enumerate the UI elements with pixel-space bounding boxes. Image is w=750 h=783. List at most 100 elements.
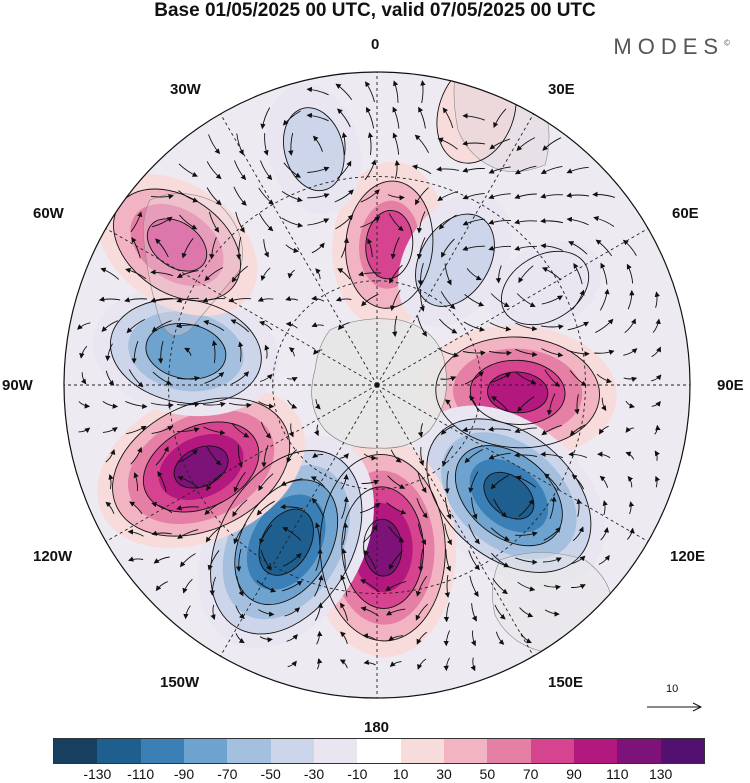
wind-arrow [124,297,148,303]
wind-arrow [341,548,347,572]
contour-line [365,210,414,280]
wind-arrow [105,370,115,386]
wind-arrow [546,393,556,416]
wind-arrow [470,657,476,672]
wind-arrow [367,132,374,156]
wind-arrow [228,402,252,408]
wind-arrow [572,289,585,310]
wind-arrow [385,581,407,592]
wind-arrow [566,216,589,226]
wind-arrow [623,348,638,356]
wind-arrow [256,580,277,593]
wind-arrow [517,396,535,413]
wind-arrow [489,138,511,150]
wind-arrow [625,400,635,409]
wind-arrow [468,550,480,571]
wind-arrow [306,112,329,122]
wind-arrow [514,427,537,433]
wind-arrow [443,630,451,647]
anomaly-shade [424,224,486,297]
wind-arrow [387,194,405,201]
wind-arrow [127,529,144,537]
wind-arrow [307,193,330,199]
colorbar-tick: 10 [392,766,409,782]
wind-arrow [316,658,323,670]
wind-arrow [440,291,456,310]
wind-arrow [151,530,172,536]
colorbar-cell [270,739,314,763]
wind-arrow [462,245,485,251]
wind-arrow [335,214,354,230]
wind-arrow [540,218,564,224]
wind-arrow [211,340,218,364]
wind-arrow [444,470,450,494]
wind-arrow [307,166,330,173]
wind-arrow [315,548,323,571]
wind-arrow [542,557,562,563]
wind-arrow [310,476,325,488]
wind-arrow [364,81,375,103]
wind-arrow [341,473,349,490]
wind-arrow [98,296,121,302]
wind-arrow [541,424,563,436]
wind-arrow [151,320,172,332]
wind-arrow [202,297,225,303]
wind-arrow [263,133,269,156]
wind-arrow [388,525,405,543]
colorbar-cell [97,739,141,763]
wind-arrow [488,219,511,225]
wind-arrow [464,371,484,385]
wind-arrow [515,348,538,358]
wind-arrow [464,294,485,307]
wind-arrow [341,496,349,519]
wind-arrow [306,86,329,96]
wind-arrow [541,267,562,281]
wind-arrow [568,451,588,459]
colorbar-tick: 50 [479,766,496,782]
wind-arrow [540,324,564,330]
wind-arrow [599,475,609,488]
wind-arrow [566,349,590,357]
wind-arrow [260,107,271,130]
wind-arrow [176,270,199,278]
wind-arrow [394,160,401,180]
wind-arrow [444,574,450,598]
wind-arrow [442,107,454,129]
wind-arrow [415,575,428,597]
wind-arrow [572,526,584,542]
colorbar-tick: -30 [303,766,325,782]
wind-arrow [444,497,452,520]
wind-arrow [462,218,485,226]
wind-arrow [622,239,637,256]
reference-vector-label: 10 [666,683,679,695]
colorbar-cell [313,739,358,763]
wind-arrow [311,295,325,302]
wind-arrow [593,215,615,227]
colorbar-cell [530,739,574,763]
label-60e: 60E [672,205,699,222]
wind-arrow [363,550,377,570]
wind-arrow [543,473,560,491]
wind-arrow [286,377,298,382]
meridian [376,384,534,657]
wind-arrow [392,132,400,155]
wind-arrow [386,608,406,616]
wind-arrow [258,473,274,492]
wind-arrow [339,453,349,459]
wind-arrow [282,110,301,126]
wind-arrow [514,193,537,199]
wind-arrow [206,187,222,206]
contour-line [436,72,517,164]
wind-arrow [133,472,139,492]
wind-arrow [209,237,217,260]
wind-arrow [311,322,324,328]
wind-arrow [233,524,246,545]
wind-arrow [419,446,425,466]
wind-arrow [258,401,275,409]
wind-arrow [592,191,616,198]
wind-arrow [259,160,273,181]
wind-arrow [131,237,141,259]
colorbar-cell [54,739,98,763]
wind-arrow [341,132,348,156]
colorbar-cell [227,739,271,763]
